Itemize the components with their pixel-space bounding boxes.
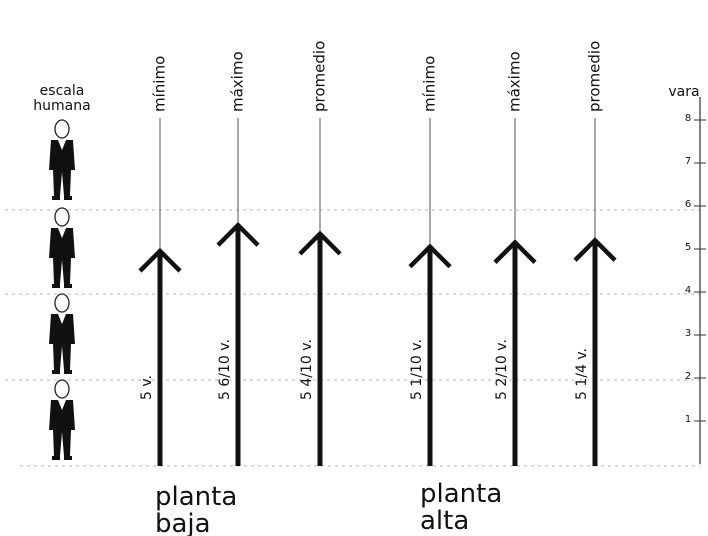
guide-lines [5, 209, 700, 467]
column-arrowhead [138, 247, 182, 273]
column-value-label: 5 v. [139, 375, 155, 400]
scale-tick-label: 5 [685, 242, 691, 253]
height-column: promedio 5 4/10 v. [298, 41, 342, 466]
height-column: mínimo 5 1/10 v. [408, 56, 452, 466]
column-heading: promedio [586, 41, 604, 112]
height-column: máximo 5 6/10 v. [216, 51, 260, 466]
column-arrowhead [298, 230, 342, 256]
scale-tick-label: 2 [685, 371, 691, 382]
scale-tick-label: 8 [685, 113, 691, 124]
group-label-alta-line2: alta [420, 506, 469, 536]
column-heading: máximo [506, 51, 524, 112]
column-arrowhead [573, 237, 617, 262]
height-column: mínimo 5 v. [138, 56, 182, 466]
vara-scale: 1 2 3 4 5 6 7 8 [685, 113, 706, 425]
scale-tick-label: 6 [685, 199, 691, 210]
human-figures [49, 119, 75, 460]
height-column: máximo 5 2/10 v. [493, 51, 537, 466]
human-figure [49, 293, 75, 374]
column-heading: máximo [229, 51, 247, 112]
column-value-label: 5 4/10 v. [299, 339, 315, 400]
height-column: promedio 5 1/4 v. [573, 41, 617, 466]
scale-tick-label: 4 [685, 285, 691, 296]
column-value-label: 5 6/10 v. [217, 339, 233, 400]
column-arrowhead [216, 222, 260, 247]
column-arrowhead [493, 239, 537, 264]
scale-tick-label: 7 [685, 156, 691, 167]
group-label-alta-line1: planta [420, 479, 502, 509]
group-label-baja-line2: baja [155, 509, 211, 536]
column-heading: promedio [311, 41, 329, 112]
column-value-label: 5 1/10 v. [409, 339, 425, 400]
column-heading: mínimo [421, 56, 439, 112]
column-value-label: 5 2/10 v. [494, 339, 510, 400]
scale-tick-label: 1 [685, 414, 691, 425]
column-value-label: 5 1/4 v. [574, 348, 590, 400]
human-scale-label-line2: humana [33, 98, 90, 114]
human-figure [49, 379, 75, 460]
group-label-baja-line1: planta [155, 482, 237, 512]
human-scale-label-line1: escala [40, 83, 85, 99]
scale-tick-label: 3 [685, 328, 691, 339]
human-figure [49, 207, 75, 288]
human-figure [49, 119, 75, 200]
height-columns: mínimo 5 v. máximo 5 6/10 v. promedio 5 4/10 … [138, 41, 617, 466]
scale-unit-label: vara [668, 84, 699, 100]
column-arrowhead [408, 243, 452, 269]
column-heading: mínimo [151, 56, 169, 112]
